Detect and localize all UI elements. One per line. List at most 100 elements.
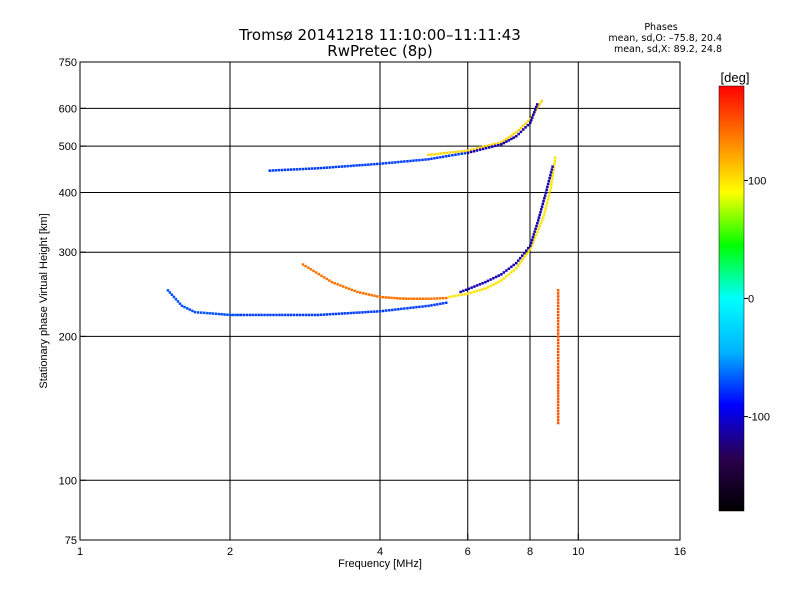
data-point bbox=[466, 292, 470, 295]
data-point bbox=[523, 255, 527, 258]
data-point bbox=[439, 297, 442, 300]
data-point bbox=[554, 156, 557, 160]
data-point bbox=[298, 167, 302, 171]
data-point bbox=[448, 151, 451, 154]
data-point bbox=[343, 165, 346, 168]
data-point bbox=[430, 304, 433, 307]
data-point bbox=[556, 335, 560, 338]
y-tick-label: 500 bbox=[59, 141, 77, 153]
data-point bbox=[556, 310, 560, 314]
data-point bbox=[533, 230, 536, 233]
data-point bbox=[541, 202, 545, 206]
data-point bbox=[556, 344, 560, 348]
data-point bbox=[223, 313, 226, 316]
data-point bbox=[526, 123, 530, 127]
data-point bbox=[436, 152, 439, 156]
data-point bbox=[543, 194, 547, 197]
y-axis-ticks: 75 100 200 300 400 500 600 750 bbox=[59, 57, 86, 547]
data-point bbox=[421, 297, 425, 300]
data-point bbox=[166, 289, 170, 292]
data-point bbox=[516, 264, 520, 268]
data-point bbox=[475, 149, 479, 152]
data-point bbox=[535, 224, 538, 228]
data-point bbox=[436, 303, 439, 306]
colorbar-tick-label: -100 bbox=[748, 412, 770, 424]
data-point bbox=[406, 160, 409, 163]
data-point bbox=[379, 162, 382, 165]
data-point bbox=[319, 166, 323, 170]
data-point bbox=[548, 177, 551, 180]
data-point bbox=[537, 227, 540, 231]
data-point bbox=[531, 116, 534, 119]
data-point bbox=[530, 238, 534, 242]
data-point bbox=[556, 404, 560, 407]
data-point bbox=[529, 247, 532, 251]
data-point bbox=[466, 151, 470, 154]
data-point bbox=[494, 144, 497, 148]
data-point bbox=[556, 295, 560, 298]
data-point bbox=[500, 143, 503, 146]
data-point bbox=[342, 285, 345, 288]
data-point bbox=[353, 289, 356, 293]
data-point bbox=[515, 267, 518, 270]
data-point bbox=[525, 252, 528, 256]
data-point bbox=[464, 288, 468, 292]
x-tick-label: 16 bbox=[674, 546, 686, 558]
data-point bbox=[317, 272, 321, 276]
data-point bbox=[475, 284, 479, 287]
data-point bbox=[515, 261, 518, 265]
data-point bbox=[325, 277, 328, 281]
data-point bbox=[391, 161, 394, 164]
data-point bbox=[551, 171, 555, 174]
data-point bbox=[494, 142, 497, 146]
data-point bbox=[532, 239, 536, 242]
data-point bbox=[533, 236, 537, 239]
data-point bbox=[217, 312, 221, 316]
data-point bbox=[502, 141, 506, 145]
data-point bbox=[427, 158, 430, 161]
data-point bbox=[445, 151, 448, 155]
data-point bbox=[373, 310, 376, 313]
data-point bbox=[331, 166, 335, 169]
data-point bbox=[355, 164, 358, 167]
data-point bbox=[507, 136, 511, 139]
data-point bbox=[550, 168, 554, 171]
data-point bbox=[494, 282, 498, 285]
data-point bbox=[280, 168, 283, 172]
data-point bbox=[406, 307, 409, 310]
x-axis-label: Frequency [MHz] bbox=[338, 558, 422, 570]
data-point bbox=[540, 219, 544, 222]
data-point bbox=[355, 311, 358, 314]
data-point bbox=[266, 313, 269, 317]
data-point bbox=[467, 287, 471, 290]
data-point bbox=[304, 167, 308, 171]
data-point bbox=[325, 166, 329, 169]
data-point bbox=[472, 147, 476, 151]
data-point bbox=[412, 159, 415, 162]
data-point bbox=[430, 153, 433, 156]
data-point bbox=[556, 313, 560, 317]
data-point bbox=[451, 151, 455, 154]
data-point bbox=[556, 304, 560, 307]
data-point bbox=[486, 286, 490, 289]
data-point bbox=[209, 312, 212, 315]
chart-subtitle: RwPretec (8p) bbox=[327, 42, 433, 60]
data-point bbox=[409, 159, 412, 163]
data-point bbox=[556, 363, 560, 366]
data-point bbox=[463, 149, 467, 153]
data-point bbox=[488, 144, 491, 147]
data-point bbox=[550, 180, 553, 183]
data-point bbox=[469, 150, 473, 154]
data-point bbox=[542, 199, 545, 203]
data-point bbox=[397, 308, 400, 311]
y-tick-label: 400 bbox=[59, 187, 77, 199]
data-point bbox=[534, 108, 537, 111]
data-point bbox=[328, 313, 332, 316]
data-point bbox=[439, 156, 442, 159]
data-point bbox=[424, 304, 427, 308]
data-point bbox=[310, 167, 314, 170]
data-point bbox=[507, 273, 511, 276]
data-point bbox=[292, 168, 296, 171]
data-point bbox=[433, 303, 436, 307]
